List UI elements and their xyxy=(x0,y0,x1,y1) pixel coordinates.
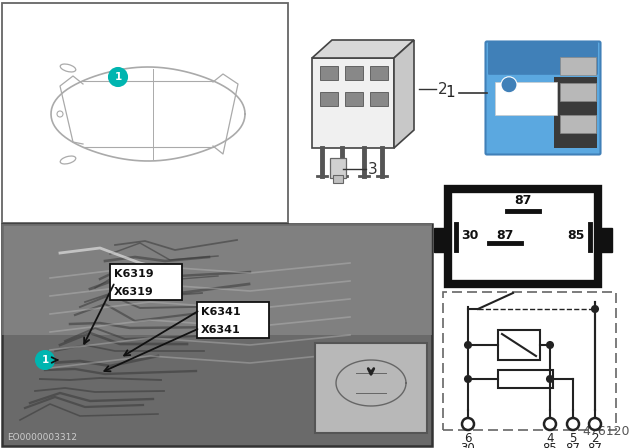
Bar xyxy=(2,224,432,335)
Circle shape xyxy=(547,376,553,382)
Bar xyxy=(320,92,338,106)
Bar xyxy=(498,330,540,360)
Text: 87: 87 xyxy=(588,442,602,448)
Bar xyxy=(330,158,346,178)
Bar xyxy=(495,82,557,115)
Bar xyxy=(554,77,596,148)
Bar xyxy=(560,115,596,133)
Text: 85: 85 xyxy=(567,228,585,241)
Circle shape xyxy=(501,77,517,93)
Bar xyxy=(434,228,448,252)
Text: 30: 30 xyxy=(461,228,479,241)
Text: 87: 87 xyxy=(515,194,532,207)
Text: 87: 87 xyxy=(566,442,580,448)
Circle shape xyxy=(547,342,553,348)
Text: EO0000003312: EO0000003312 xyxy=(7,433,77,442)
Polygon shape xyxy=(394,40,414,148)
Circle shape xyxy=(462,418,474,430)
Text: 87: 87 xyxy=(496,228,514,241)
Bar xyxy=(560,57,596,75)
Bar xyxy=(312,58,394,148)
Bar xyxy=(345,92,363,106)
Circle shape xyxy=(589,418,601,430)
Text: 476120: 476120 xyxy=(582,425,630,438)
Text: 4: 4 xyxy=(547,432,554,445)
Bar xyxy=(443,292,616,430)
Text: X6319: X6319 xyxy=(114,287,154,297)
Bar xyxy=(320,66,338,80)
Bar xyxy=(197,302,269,338)
Circle shape xyxy=(567,418,579,430)
Bar xyxy=(370,92,388,106)
Bar xyxy=(2,224,432,446)
Text: 30: 30 xyxy=(461,442,476,448)
Text: 6: 6 xyxy=(464,432,472,445)
Text: 2: 2 xyxy=(438,82,447,96)
Bar xyxy=(315,343,427,433)
Bar xyxy=(345,66,363,80)
Bar xyxy=(448,189,598,284)
Text: 1: 1 xyxy=(445,85,455,100)
Bar xyxy=(498,370,553,388)
Text: X6341: X6341 xyxy=(201,325,241,335)
Bar xyxy=(560,83,596,101)
Circle shape xyxy=(465,342,471,348)
Text: 2: 2 xyxy=(591,432,599,445)
Text: 85: 85 xyxy=(543,442,557,448)
Polygon shape xyxy=(312,40,414,58)
Bar xyxy=(2,3,288,223)
Bar xyxy=(370,66,388,80)
Circle shape xyxy=(544,418,556,430)
Text: K6319: K6319 xyxy=(114,269,154,279)
FancyBboxPatch shape xyxy=(486,42,600,155)
Text: 1: 1 xyxy=(42,355,49,365)
Circle shape xyxy=(109,68,127,86)
FancyBboxPatch shape xyxy=(488,42,598,75)
Text: 5: 5 xyxy=(570,432,577,445)
Text: K6341: K6341 xyxy=(201,307,241,317)
Bar xyxy=(110,264,182,300)
Ellipse shape xyxy=(60,156,76,164)
Circle shape xyxy=(36,351,54,369)
Bar xyxy=(333,175,343,183)
Text: 3: 3 xyxy=(368,161,378,177)
Circle shape xyxy=(592,306,598,312)
Text: 1: 1 xyxy=(115,72,122,82)
Ellipse shape xyxy=(60,64,76,72)
Bar xyxy=(598,228,612,252)
Circle shape xyxy=(465,376,471,382)
